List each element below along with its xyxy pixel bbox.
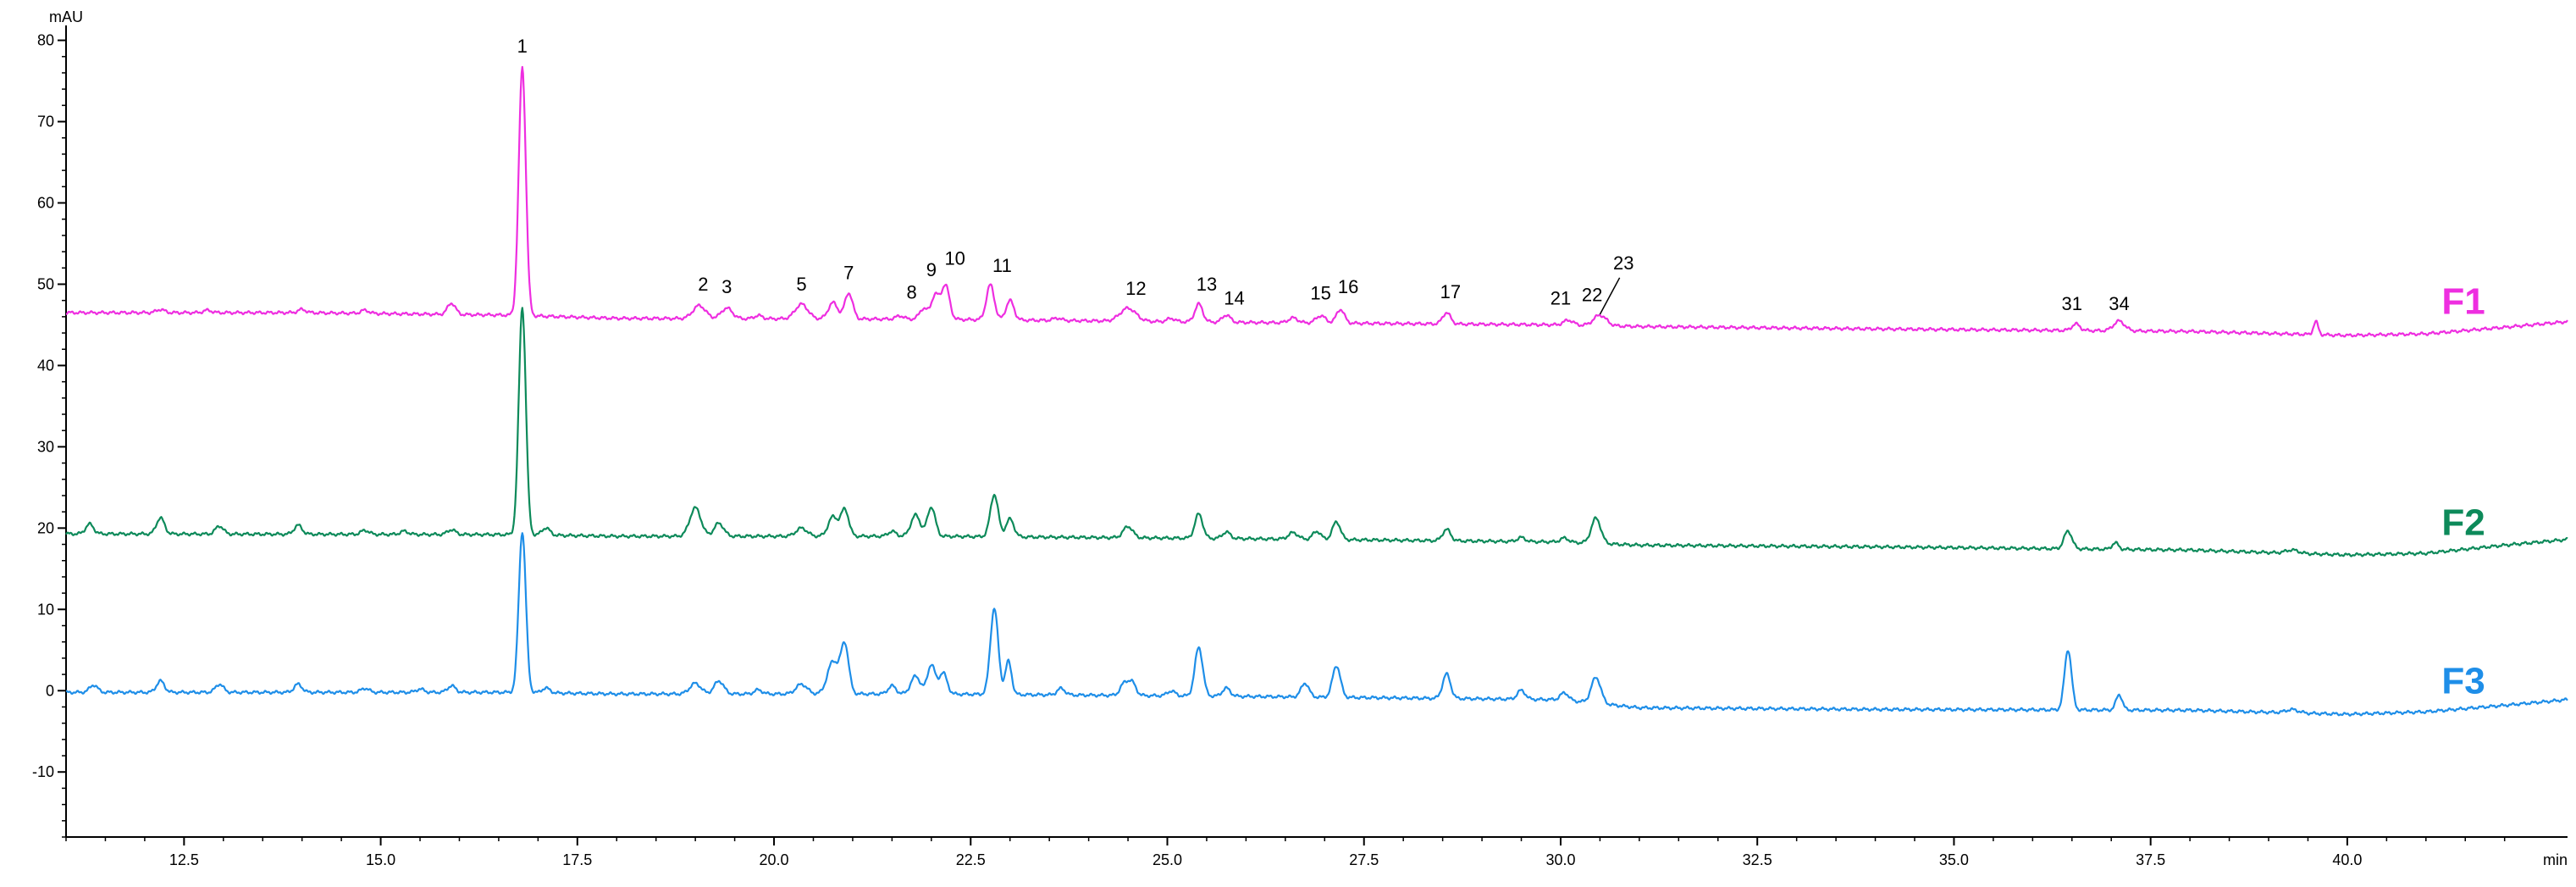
y-tick-label: 30 xyxy=(37,438,54,455)
x-tick-label: 20.0 xyxy=(760,851,789,868)
peak-label: 5 xyxy=(796,274,806,295)
peak-label: 11 xyxy=(992,255,1012,276)
x-axis-unit-label: min xyxy=(2543,851,2568,868)
series-line-f1 xyxy=(65,65,2568,338)
y-tick-label: 70 xyxy=(37,114,54,130)
peak-label: 3 xyxy=(721,276,732,297)
x-tick-label: 35.0 xyxy=(1939,851,1969,868)
peak-label: 21 xyxy=(1551,287,1571,308)
peak-label: 8 xyxy=(906,282,916,303)
y-axis-unit-label: mAU xyxy=(49,8,83,25)
y-tick-label: 40 xyxy=(37,357,54,374)
peak-label: 34 xyxy=(2109,293,2129,314)
y-tick-label: 80 xyxy=(37,32,54,49)
x-tick-label: 17.5 xyxy=(562,851,592,868)
peak-label: 13 xyxy=(1197,274,1217,295)
x-tick-label: 12.5 xyxy=(169,851,199,868)
y-tick-label: 0 xyxy=(46,682,54,699)
peak-23-leader-line xyxy=(1599,277,1621,315)
series-label-f2: F2 xyxy=(2441,502,2485,544)
peak-label: 2 xyxy=(698,274,708,295)
x-tick-label: 32.5 xyxy=(1743,851,1772,868)
peak-label: 17 xyxy=(1440,281,1461,302)
y-tick-label: 10 xyxy=(37,601,54,618)
y-tick-label: 60 xyxy=(37,195,54,212)
x-tick-label: 30.0 xyxy=(1545,851,1575,868)
peak-label: 22 xyxy=(1582,285,1602,306)
x-tick-label: 25.0 xyxy=(1153,851,1182,868)
peak-label: 7 xyxy=(843,263,854,284)
series-label-f3: F3 xyxy=(2441,661,2485,702)
peak-label: 10 xyxy=(944,247,965,269)
peak-label: 9 xyxy=(926,259,937,280)
peak-label: 12 xyxy=(1125,278,1146,299)
series-line-f2 xyxy=(65,307,2568,557)
y-tick-label: 50 xyxy=(37,275,54,292)
peak-label: 14 xyxy=(1224,287,1244,308)
x-tick-label: 15.0 xyxy=(366,851,395,868)
x-tick-label: 22.5 xyxy=(956,851,986,868)
y-tick-label: -10 xyxy=(32,763,54,780)
x-tick-label: 27.5 xyxy=(1349,851,1379,868)
x-tick-label: 40.0 xyxy=(2332,851,2362,868)
series-line-f3 xyxy=(65,532,2568,717)
peak-label: 23 xyxy=(1613,252,1633,274)
x-tick-label: 37.5 xyxy=(2136,851,2165,868)
peak-label: 31 xyxy=(2062,293,2082,314)
peak-label: 1 xyxy=(517,36,528,57)
peak-label: 16 xyxy=(1338,276,1358,297)
y-tick-label: 20 xyxy=(37,519,54,536)
series-label-f1: F1 xyxy=(2441,281,2485,323)
peak-label: 15 xyxy=(1310,283,1330,304)
